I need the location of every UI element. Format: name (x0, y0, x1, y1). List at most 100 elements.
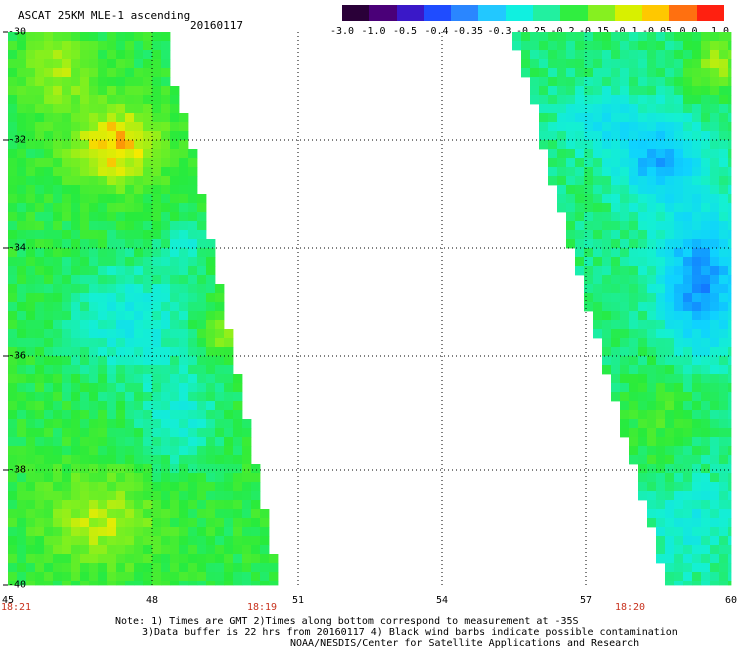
wind-cell (188, 356, 198, 366)
wind-cell (728, 86, 732, 96)
wind-cell (80, 77, 90, 87)
wind-cell (71, 491, 81, 501)
wind-cell (683, 383, 693, 393)
wind-cell (143, 365, 153, 375)
wind-cell (17, 527, 27, 537)
wind-cell (35, 365, 45, 375)
wind-cell (44, 482, 54, 492)
wind-cell (674, 518, 684, 528)
wind-cell (161, 140, 171, 150)
wind-cell (152, 365, 162, 375)
wind-cell (8, 230, 18, 240)
wind-cell (674, 203, 684, 213)
wind-cell (548, 113, 558, 123)
wind-cell (35, 455, 45, 465)
wind-cell (17, 581, 27, 586)
wind-cell (728, 194, 732, 204)
wind-cell (98, 536, 108, 546)
wind-cell (593, 257, 603, 267)
wind-cell (206, 527, 216, 537)
wind-cell (728, 257, 732, 267)
wind-cell (206, 374, 216, 384)
wind-cell (215, 572, 225, 582)
wind-cell (143, 356, 153, 366)
wind-cell (674, 284, 684, 294)
wind-cell (215, 518, 225, 528)
wind-cell (152, 500, 162, 510)
wind-cell (116, 59, 126, 69)
wind-cell (575, 104, 585, 114)
wind-cell (116, 581, 126, 586)
wind-cell (692, 293, 702, 303)
wind-cell (566, 230, 576, 240)
wind-cell (233, 572, 243, 582)
wind-cell (611, 338, 621, 348)
wind-cell (35, 527, 45, 537)
wind-cell (170, 176, 180, 186)
wind-cell (242, 419, 252, 429)
wind-cell (719, 482, 729, 492)
wind-cell (80, 455, 90, 465)
wind-cell (116, 347, 126, 357)
wind-cell (692, 356, 702, 366)
wind-cell (566, 95, 576, 105)
wind-cell (134, 230, 144, 240)
wind-cell (152, 464, 162, 474)
wind-cell (638, 383, 648, 393)
wind-cell (107, 419, 117, 429)
wind-cell (143, 302, 153, 312)
wind-cell (710, 41, 720, 51)
wind-cell (656, 221, 666, 231)
wind-cell (665, 140, 675, 150)
wind-cell (62, 320, 72, 330)
wind-cell (557, 158, 567, 168)
wind-cell (89, 158, 99, 168)
wind-cell (161, 392, 171, 402)
wind-cell (152, 266, 162, 276)
wind-cell (683, 518, 693, 528)
wind-cell (584, 293, 594, 303)
wind-cell (656, 545, 666, 555)
wind-cell (188, 581, 198, 586)
wind-cell (44, 113, 54, 123)
wind-cell (179, 311, 189, 321)
wind-cell (35, 122, 45, 132)
wind-cell (116, 518, 126, 528)
wind-cell (656, 518, 666, 528)
wind-cell (215, 428, 225, 438)
wind-cell (719, 77, 729, 87)
wind-cell (710, 455, 720, 465)
wind-cell (728, 356, 732, 366)
wind-cell (638, 50, 648, 60)
wind-cell (719, 491, 729, 501)
wind-cell (44, 194, 54, 204)
wind-cell (692, 563, 702, 573)
wind-cell (638, 338, 648, 348)
wind-cell (206, 518, 216, 528)
wind-cell (179, 176, 189, 186)
wind-cell (692, 392, 702, 402)
wind-cell (674, 275, 684, 285)
wind-cell (116, 473, 126, 483)
wind-cell (674, 500, 684, 510)
wind-cell (674, 77, 684, 87)
wind-cell (728, 455, 732, 465)
wind-cell (692, 302, 702, 312)
wind-cell (53, 257, 63, 267)
wind-cell (125, 365, 135, 375)
wind-cell (152, 86, 162, 96)
wind-cell (647, 293, 657, 303)
wind-cell (35, 392, 45, 402)
wind-cell (188, 266, 198, 276)
wind-cell (197, 347, 207, 357)
wind-cell (107, 203, 117, 213)
wind-cell (26, 86, 36, 96)
wind-cell (656, 554, 666, 564)
wind-cell (242, 482, 252, 492)
wind-cell (143, 437, 153, 447)
wind-cell (71, 464, 81, 474)
wind-cell (8, 554, 18, 564)
wind-cell (593, 293, 603, 303)
wind-cell (116, 410, 126, 420)
wind-cell (593, 95, 603, 105)
